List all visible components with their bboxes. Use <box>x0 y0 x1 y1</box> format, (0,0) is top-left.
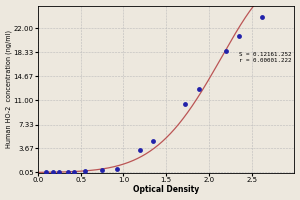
Point <box>114 167 119 170</box>
Point <box>65 170 70 173</box>
Point <box>138 148 143 151</box>
Point <box>44 171 49 174</box>
Text: S = 0.12161.252
r = 0.00001.222: S = 0.12161.252 r = 0.00001.222 <box>239 52 292 63</box>
Point <box>224 50 228 53</box>
Y-axis label: Human HO-2  concentration (ng/ml): Human HO-2 concentration (ng/ml) <box>6 30 12 148</box>
Point <box>183 102 188 105</box>
Point <box>82 170 87 173</box>
Point <box>51 171 56 174</box>
Point <box>260 15 264 18</box>
X-axis label: Optical Density: Optical Density <box>133 185 199 194</box>
Point <box>236 35 241 38</box>
Point <box>196 87 201 90</box>
Point <box>151 139 156 143</box>
Point <box>71 170 76 173</box>
Point <box>57 170 62 174</box>
Point <box>100 169 104 172</box>
